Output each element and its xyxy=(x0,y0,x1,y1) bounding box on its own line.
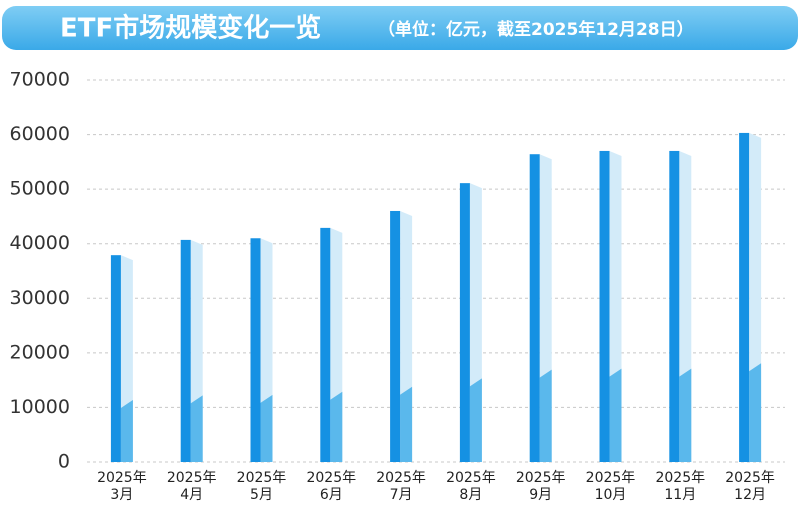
bar-side-lower xyxy=(190,395,203,462)
y-tick-label: 40000 xyxy=(10,232,70,254)
bar-side-lower xyxy=(260,394,273,462)
y-tick-label: 30000 xyxy=(10,287,70,309)
bar-front xyxy=(739,132,750,463)
y-tick-label: 0 xyxy=(58,451,70,473)
bar xyxy=(390,210,413,462)
bar xyxy=(739,132,762,463)
bar-side-lower xyxy=(609,368,622,462)
bar-front xyxy=(459,183,470,462)
bar-front xyxy=(180,239,191,462)
bar-side-lower xyxy=(120,399,133,462)
bar xyxy=(599,150,622,462)
x-tick-label: 2025年 7月 xyxy=(376,470,426,503)
x-tick-label: 2025年 8月 xyxy=(446,470,496,503)
y-tick-label: 60000 xyxy=(10,123,70,145)
bar-side-lower xyxy=(469,378,482,462)
bar-side-lower xyxy=(400,386,413,462)
bar-side-lower xyxy=(539,369,552,462)
bar-front xyxy=(529,154,540,462)
bar xyxy=(669,150,692,462)
x-tick-label: 2025年 12月 xyxy=(725,470,775,503)
bar-front xyxy=(250,238,261,462)
bar-side-lower xyxy=(749,363,762,462)
x-tick-label: 2025年 5月 xyxy=(236,470,287,503)
bar-front xyxy=(390,210,401,462)
bar xyxy=(180,239,203,462)
x-tick-label: 2025年 6月 xyxy=(306,470,357,503)
bar-front xyxy=(599,150,610,462)
bar-side-lower xyxy=(330,391,343,462)
bar xyxy=(529,154,552,462)
y-tick-label: 50000 xyxy=(10,178,70,200)
bar xyxy=(459,183,482,462)
bar xyxy=(250,238,273,462)
chart-subtitle: （单位：亿元，截至2025年12月28日） xyxy=(378,19,694,40)
bar-side-lower xyxy=(679,368,692,462)
title-banner xyxy=(2,6,798,50)
chart-title: ETF市场规模变化一览 xyxy=(60,13,321,44)
bar xyxy=(320,227,343,462)
x-tick-label: 2025年 11月 xyxy=(655,470,706,503)
y-tick-label: 70000 xyxy=(10,69,70,91)
x-tick-label: 2025年 10月 xyxy=(585,470,636,503)
x-tick-label: 2025年 9月 xyxy=(515,470,566,503)
bar-front xyxy=(110,255,121,462)
bar-front xyxy=(669,150,680,462)
bar xyxy=(110,255,133,462)
x-tick-label: 2025年 4月 xyxy=(166,470,217,503)
y-tick-label: 20000 xyxy=(10,341,70,363)
y-tick-label: 10000 xyxy=(10,396,70,418)
bar-front xyxy=(320,227,331,462)
x-tick-label: 2025年 3月 xyxy=(97,470,147,503)
